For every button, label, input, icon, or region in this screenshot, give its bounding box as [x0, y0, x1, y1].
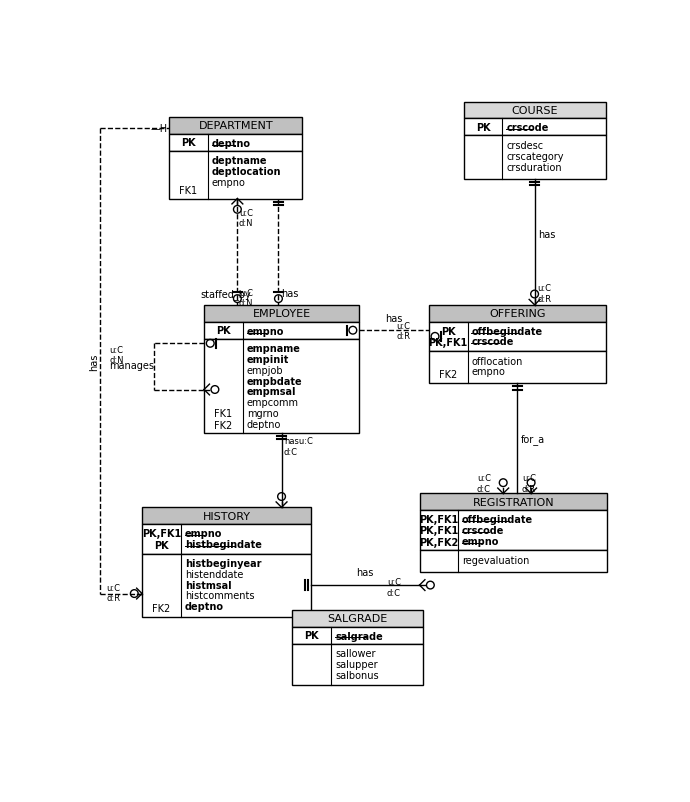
- Text: histmsal: histmsal: [185, 580, 231, 590]
- Text: deptname: deptname: [212, 156, 267, 166]
- Text: u:C
d:N: u:C d:N: [239, 209, 253, 228]
- Text: DEPARTMENT: DEPARTMENT: [199, 121, 273, 132]
- Bar: [293, 627, 422, 644]
- Text: regevaluation: regevaluation: [462, 555, 529, 565]
- Text: has: has: [538, 229, 555, 240]
- Text: u:C
d:R: u:C d:R: [396, 322, 411, 341]
- Bar: [428, 306, 606, 322]
- Text: histenddate: histenddate: [185, 569, 243, 579]
- Text: has: has: [281, 289, 298, 298]
- Bar: [142, 525, 311, 554]
- Bar: [293, 610, 422, 627]
- Text: FK2: FK2: [152, 603, 170, 613]
- Text: REGISTRATION: REGISTRATION: [473, 497, 554, 508]
- Text: empbdate: empbdate: [247, 376, 302, 386]
- Text: PK: PK: [304, 630, 319, 640]
- Text: histcomments: histcomments: [185, 591, 254, 601]
- Text: mgrno: mgrno: [247, 408, 278, 419]
- Text: empmsal: empmsal: [247, 387, 296, 397]
- Text: deptno: deptno: [247, 419, 281, 429]
- Text: empno: empno: [212, 178, 246, 188]
- Text: PK: PK: [181, 138, 196, 148]
- Text: empname: empname: [247, 344, 301, 354]
- Text: sallower: sallower: [335, 648, 375, 658]
- Text: for_a: for_a: [521, 433, 545, 444]
- Text: has: has: [385, 313, 402, 323]
- Text: HISTORY: HISTORY: [203, 511, 250, 521]
- Text: empno: empno: [185, 529, 222, 538]
- Bar: [428, 351, 606, 384]
- Bar: [420, 494, 607, 511]
- Text: staffed_by: staffed_by: [200, 289, 251, 299]
- Text: offbegindate: offbegindate: [471, 326, 542, 336]
- Text: COURSE: COURSE: [511, 106, 558, 115]
- Text: PK,FK1
PK,FK1
PK,FK2: PK,FK1 PK,FK1 PK,FK2: [420, 514, 458, 547]
- Text: PK: PK: [475, 123, 491, 133]
- Bar: [420, 551, 607, 573]
- Text: deptno: deptno: [212, 139, 250, 148]
- Text: salgrade: salgrade: [335, 630, 383, 641]
- Text: FK1: FK1: [179, 185, 197, 196]
- Bar: [204, 339, 359, 433]
- Text: crscode: crscode: [462, 525, 504, 536]
- Text: —H: —H: [150, 124, 168, 134]
- Bar: [428, 322, 606, 351]
- Text: manages: manages: [110, 361, 155, 371]
- Text: offlocation: offlocation: [471, 356, 523, 367]
- Text: u:C
d:C: u:C d:C: [477, 474, 491, 493]
- Bar: [464, 136, 606, 180]
- Text: PK: PK: [216, 326, 230, 336]
- Text: histbegindate: histbegindate: [185, 539, 262, 549]
- Text: crsdesc: crsdesc: [506, 141, 544, 151]
- Bar: [420, 511, 607, 551]
- Text: SALGRADE: SALGRADE: [327, 614, 388, 623]
- Text: u:C
d:R: u:C d:R: [522, 474, 536, 493]
- Text: crscategory: crscategory: [506, 152, 564, 161]
- Text: empno: empno: [462, 536, 500, 546]
- Text: deptno: deptno: [185, 602, 224, 611]
- Text: has: has: [357, 568, 374, 577]
- Text: u:C
d:C: u:C d:C: [387, 577, 401, 597]
- Bar: [204, 306, 359, 322]
- Bar: [464, 119, 606, 136]
- Text: FK1
FK2: FK1 FK2: [215, 408, 233, 430]
- Text: u:C
d:R: u:C d:R: [538, 284, 552, 303]
- Text: crscode: crscode: [506, 124, 549, 133]
- Text: u:C
d:N: u:C d:N: [110, 346, 124, 365]
- Bar: [142, 554, 311, 617]
- Text: offbegindate: offbegindate: [462, 515, 533, 525]
- Bar: [464, 103, 606, 119]
- Text: crsduration: crsduration: [506, 162, 562, 172]
- Text: salbonus: salbonus: [335, 670, 379, 680]
- Text: OFFERING: OFFERING: [489, 309, 545, 319]
- Text: FK2: FK2: [439, 370, 457, 380]
- Bar: [293, 644, 422, 686]
- Text: salupper: salupper: [335, 659, 377, 669]
- Bar: [169, 152, 302, 199]
- Text: empjob: empjob: [247, 366, 284, 375]
- Text: empno: empno: [247, 326, 284, 336]
- Text: PK,FK1
PK: PK,FK1 PK: [142, 529, 181, 550]
- Bar: [169, 118, 302, 135]
- Text: u:C
d:N: u:C d:N: [239, 289, 253, 308]
- Text: empcomm: empcomm: [247, 398, 299, 407]
- Bar: [142, 508, 311, 525]
- Text: u:C
d:R: u:C d:R: [106, 583, 120, 602]
- Text: PK
PK,FK1: PK PK,FK1: [428, 326, 468, 348]
- Text: hasu:C
d:C: hasu:C d:C: [284, 437, 313, 456]
- Text: deptlocation: deptlocation: [212, 167, 282, 177]
- Text: empinit: empinit: [247, 354, 289, 365]
- Text: has: has: [89, 353, 99, 371]
- Bar: [169, 135, 302, 152]
- Text: crscode: crscode: [471, 337, 514, 347]
- Text: empno: empno: [471, 367, 505, 377]
- Bar: [204, 322, 359, 339]
- Text: histbeginyear: histbeginyear: [185, 558, 262, 569]
- Text: EMPLOYEE: EMPLOYEE: [253, 309, 310, 319]
